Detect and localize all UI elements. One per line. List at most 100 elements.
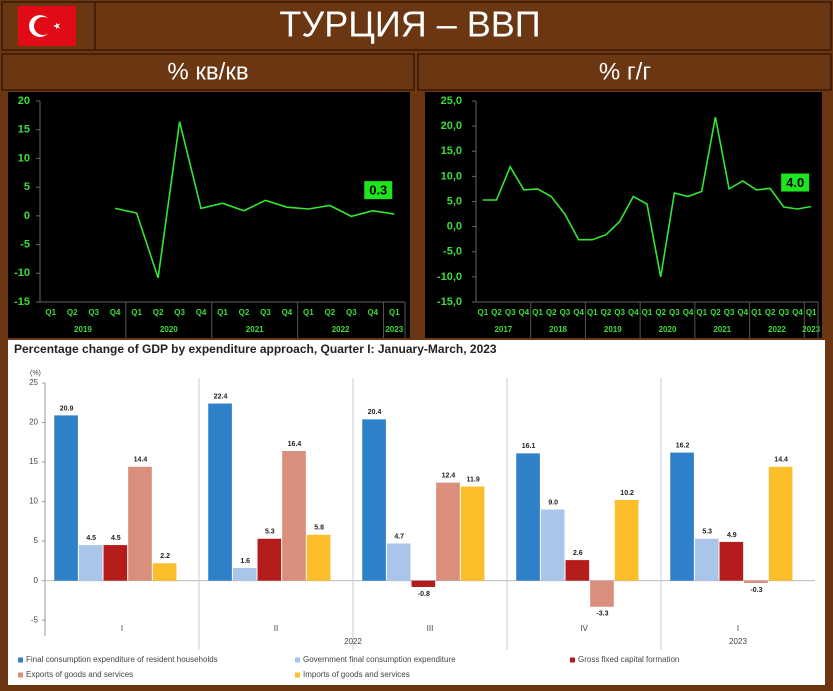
bar (768, 466, 793, 581)
year-label: 2022 (768, 325, 786, 334)
y-tick-label: 0 (24, 210, 30, 222)
x-tick-label: Q4 (110, 308, 121, 317)
bar (257, 538, 282, 581)
legend-label: Government final consumption expenditure (303, 655, 456, 664)
bar (614, 500, 639, 581)
value-label: 12.4 (442, 472, 456, 479)
x-tick-label: Q1 (478, 308, 489, 317)
value-label: -0.3 (750, 587, 762, 594)
x-tick-label: Q1 (532, 308, 543, 317)
year-label: 2019 (74, 325, 92, 334)
annotation: 4.0 (786, 175, 804, 190)
group-label: 2023 (729, 637, 747, 646)
value-label: 16.2 (676, 442, 690, 449)
bar (590, 580, 614, 607)
y-tick-label: 20,0 (441, 120, 462, 132)
annotation: 0.3 (369, 183, 387, 198)
x-tick-label: Q4 (367, 308, 378, 317)
chart-title: Percentage change of GDP by expenditure … (14, 342, 497, 356)
group-label: 2022 (344, 637, 362, 646)
value-label: 20.9 (60, 405, 74, 412)
year-label: 2018 (549, 325, 567, 334)
year-label: 2017 (494, 325, 512, 334)
y-tick-label: 10 (18, 152, 30, 164)
legend-label: Exports of goods and services (26, 670, 133, 679)
x-tick-label: Q3 (560, 308, 571, 317)
legend-label: Imports of goods and services (303, 670, 410, 679)
value-label: 5.3 (702, 529, 712, 536)
x-tick-label: Q3 (724, 308, 735, 317)
x-tick-label: Q2 (239, 308, 250, 317)
value-label: 20.4 (368, 409, 382, 416)
panel-frame (1, 53, 415, 91)
bar (232, 568, 257, 581)
legend-swatch (295, 672, 300, 678)
bar (565, 560, 590, 581)
x-tick-label: Q2 (67, 308, 78, 317)
value-label: 9.0 (548, 499, 558, 506)
y-tick-label: 20 (18, 95, 30, 107)
value-label: 14.4 (134, 457, 148, 464)
x-tick-label: II (274, 624, 278, 633)
page-title: ТУРЦИЯ – ВВП (279, 4, 540, 45)
value-label: 2.2 (160, 553, 170, 560)
y-tick-label: 0,0 (447, 221, 462, 233)
value-label: 4.9 (727, 532, 737, 539)
value-label: 11.9 (466, 476, 479, 483)
panel-title: % кв/кв (167, 58, 248, 85)
bar (670, 452, 694, 581)
y-tick-label: 15 (29, 457, 38, 466)
legend-swatch (18, 672, 23, 678)
x-tick-label: Q1 (217, 308, 228, 317)
y-tick-label: 5 (34, 536, 39, 545)
x-tick-label: Q2 (710, 308, 721, 317)
x-tick-label: Q4 (628, 308, 639, 317)
value-label: 14.4 (774, 457, 788, 464)
annotation-box (781, 173, 810, 192)
panel-title: % г/г (599, 58, 651, 85)
y-tick-label: -5 (20, 238, 30, 250)
x-tick-label: Q2 (546, 308, 557, 317)
value-label: 4.7 (394, 533, 404, 540)
year-label: 2020 (160, 325, 178, 334)
bar (78, 545, 103, 581)
flag (18, 6, 76, 46)
x-tick-label: Q2 (325, 308, 336, 317)
x-tick-label: Q1 (389, 308, 400, 317)
unit-label: (%) (30, 370, 41, 377)
legend-swatch (295, 657, 300, 663)
value-label: 1.6 (240, 558, 250, 565)
value-label: 5.8 (314, 525, 324, 532)
x-tick-label: Q3 (669, 308, 680, 317)
x-tick-label: Q2 (491, 308, 502, 317)
year-label: 2021 (246, 325, 264, 334)
bar (460, 486, 485, 581)
bar (306, 534, 331, 581)
value-label: 22.4 (214, 393, 228, 400)
y-tick-label: 0 (34, 576, 39, 585)
x-tick-label: Q3 (778, 308, 789, 317)
x-tick-label: Q3 (260, 308, 271, 317)
value-label: -3.3 (596, 611, 608, 618)
data-line (114, 121, 395, 279)
value-label: 4.5 (86, 535, 96, 542)
x-tick-label: Q4 (573, 308, 584, 317)
x-tick-label: Q1 (587, 308, 598, 317)
bar (208, 403, 232, 581)
bar (516, 453, 540, 581)
x-tick-label: Q3 (88, 308, 99, 317)
year-label: 2019 (604, 325, 622, 334)
x-tick-label: Q1 (642, 308, 653, 317)
bar (540, 509, 565, 581)
chart-background (8, 92, 410, 338)
x-tick-label: Q4 (737, 308, 748, 317)
bar (362, 419, 386, 581)
x-tick-label: Q1 (696, 308, 707, 317)
x-tick-label: Q3 (346, 308, 357, 317)
value-label: 5.3 (265, 529, 275, 536)
bar (103, 545, 128, 581)
value-label: 16.1 (522, 443, 536, 450)
y-tick-label: 10,0 (441, 170, 462, 182)
x-tick-label: Q4 (792, 308, 803, 317)
